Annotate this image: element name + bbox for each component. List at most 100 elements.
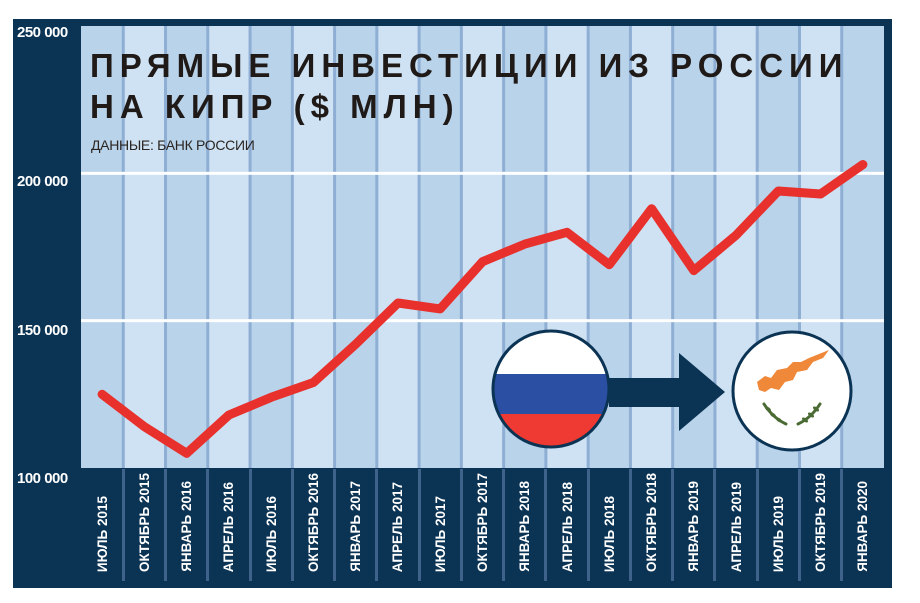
- gridline-150000: [81, 319, 884, 323]
- x-label-divider: [333, 469, 337, 581]
- column-band: [376, 26, 420, 468]
- x-label-divider: [206, 469, 210, 581]
- x-tick-text: ОКТЯБРЬ 2018: [644, 472, 660, 572]
- gridlines: [81, 171, 884, 323]
- x-tick-label: ЯНВАРЬ 2018: [504, 469, 546, 581]
- column-divider: [417, 26, 421, 468]
- x-tick-text: ОКТЯБРЬ 2015: [136, 472, 152, 572]
- arrow-right-icon: [609, 353, 725, 431]
- x-tick-label: ЯНВАРЬ 2019: [673, 469, 715, 581]
- x-tick-text: ЯНВАРЬ 2018: [517, 481, 533, 572]
- column-divider: [628, 26, 632, 468]
- x-tick-text: ИЮЛЬ 2016: [263, 495, 279, 572]
- x-tick-text: ЯНВАРЬ 2019: [686, 481, 702, 572]
- x-label-divider: [164, 469, 168, 581]
- x-tick-text: ИЮЛЬ 2018: [601, 495, 617, 572]
- x-tick-label: ОКТЯБРЬ 2019: [799, 469, 841, 581]
- x-tick-text: ОКТЯБРЬ 2016: [305, 472, 321, 572]
- x-label-divider: [375, 469, 379, 581]
- x-tick-label: ОКТЯБРЬ 2018: [630, 469, 672, 581]
- x-tick-label: ОКТЯБРЬ 2017: [461, 469, 503, 581]
- line-chart: [81, 26, 884, 468]
- x-tick-text: ЯНВАРЬ 2020: [855, 481, 871, 572]
- x-tick-text: АПРЕЛЬ 2019: [728, 481, 744, 572]
- x-tick-label: ИЮЛЬ 2019: [757, 469, 799, 581]
- plot-area: [81, 26, 884, 468]
- x-label-divider: [121, 469, 125, 581]
- x-tick-text: ОКТЯБРЬ 2017: [474, 472, 490, 572]
- column-divider: [459, 26, 463, 468]
- x-tick-text: ИЮЛЬ 2015: [94, 495, 110, 572]
- x-axis: ИЮЛЬ 2015 ОКТЯБРЬ 2015 ЯНВАРЬ 2016 АПРЕЛЬ 2…: [81, 469, 884, 581]
- x-label-divider: [417, 469, 421, 581]
- column-divider: [544, 26, 548, 468]
- y-tick-150000: 150 000: [17, 322, 68, 339]
- column-divider: [375, 26, 379, 468]
- column-band: [334, 26, 377, 468]
- column-band: [207, 26, 251, 468]
- x-tick-label: ЯНВАРЬ 2017: [335, 469, 377, 581]
- column-band: [123, 26, 166, 468]
- flag-graphic: [491, 329, 853, 452]
- x-label-divider: [755, 469, 759, 581]
- x-tick-label: ИЮЛЬ 2016: [250, 469, 292, 581]
- x-tick-label: АПРЕЛЬ 2016: [208, 469, 250, 581]
- column-divider: [248, 26, 252, 468]
- x-tick-label: АПРЕЛЬ 2019: [715, 469, 757, 581]
- chart-frame: 250 000 200 000 150 000 100 000 ИЮЛЬ 201…: [13, 19, 892, 588]
- column-divider: [840, 26, 844, 468]
- x-tick-label: ОКТЯБРЬ 2015: [123, 469, 165, 581]
- x-label-divider: [586, 469, 590, 581]
- column-divider: [502, 26, 506, 468]
- chart-title-line-2: НА КИПР ($ МЛН): [90, 88, 460, 125]
- cyprus-island-shape: [757, 350, 829, 392]
- chart-title-line-1: ПРЯМЫЕ ИНВЕСТИЦИИ ИЗ РОССИИ: [90, 47, 849, 84]
- x-tick-text: ИЮЛЬ 2017: [432, 495, 448, 572]
- column-divider: [333, 26, 337, 468]
- gridline-200000: [81, 171, 884, 175]
- x-tick-text: ЯНВАРЬ 2016: [179, 481, 195, 572]
- column-band: [292, 26, 335, 468]
- x-label-divider: [502, 469, 506, 581]
- x-tick-text: АПРЕЛЬ 2018: [559, 481, 575, 572]
- column-divider: [713, 26, 717, 468]
- x-tick-text: ЯНВАРЬ 2017: [348, 481, 364, 572]
- column-divider: [164, 26, 168, 468]
- x-label-divider: [290, 469, 294, 581]
- x-tick-text: ОКТЯБРЬ 2019: [813, 472, 829, 572]
- x-tick-label: ИЮЛЬ 2015: [81, 469, 123, 581]
- x-label-divider: [797, 469, 801, 581]
- x-label-divider: [248, 469, 252, 581]
- x-tick-label: АПРЕЛЬ 2018: [546, 469, 588, 581]
- column-divider: [290, 26, 294, 468]
- x-tick-text: АПРЕЛЬ 2017: [390, 481, 406, 572]
- x-tick-label: ИЮЛЬ 2018: [588, 469, 630, 581]
- x-label-divider: [544, 469, 548, 581]
- x-tick-label: ИЮЛЬ 2017: [419, 469, 461, 581]
- x-tick-label: ОКТЯБРЬ 2016: [292, 469, 334, 581]
- y-tick-250000: 250 000: [17, 24, 68, 41]
- x-label-divider: [671, 469, 675, 581]
- investment-line: [97, 160, 868, 458]
- column-divider: [121, 26, 125, 468]
- x-label-divider: [840, 469, 844, 581]
- column-band: [165, 26, 208, 468]
- x-tick-label: ЯНВАРЬ 2016: [166, 469, 208, 581]
- cyprus-flag-icon: [731, 330, 853, 452]
- column-divider: [797, 26, 801, 468]
- x-label-divider: [713, 469, 717, 581]
- y-tick-200000: 200 000: [17, 173, 68, 190]
- column-band: [419, 26, 462, 468]
- column-divider: [206, 26, 210, 468]
- y-tick-100000: 100 000: [17, 470, 68, 487]
- x-tick-label: ЯНВАРЬ 2020: [842, 469, 884, 581]
- x-tick-text: ИЮЛЬ 2019: [770, 495, 786, 572]
- x-label-divider: [459, 469, 463, 581]
- x-label-divider: [628, 469, 632, 581]
- y-axis: 250 000 200 000 150 000 100 000: [13, 19, 81, 588]
- x-tick-label: АПРЕЛЬ 2017: [377, 469, 419, 581]
- chart-title: ПРЯМЫЕ ИНВЕСТИЦИИ ИЗ РОССИИ НА КИПР ($ М…: [90, 45, 849, 127]
- x-tick-text: АПРЕЛЬ 2016: [221, 481, 237, 572]
- chart-source: ДАННЫЕ: БАНК РОССИИ: [91, 137, 255, 153]
- column-divider: [755, 26, 759, 468]
